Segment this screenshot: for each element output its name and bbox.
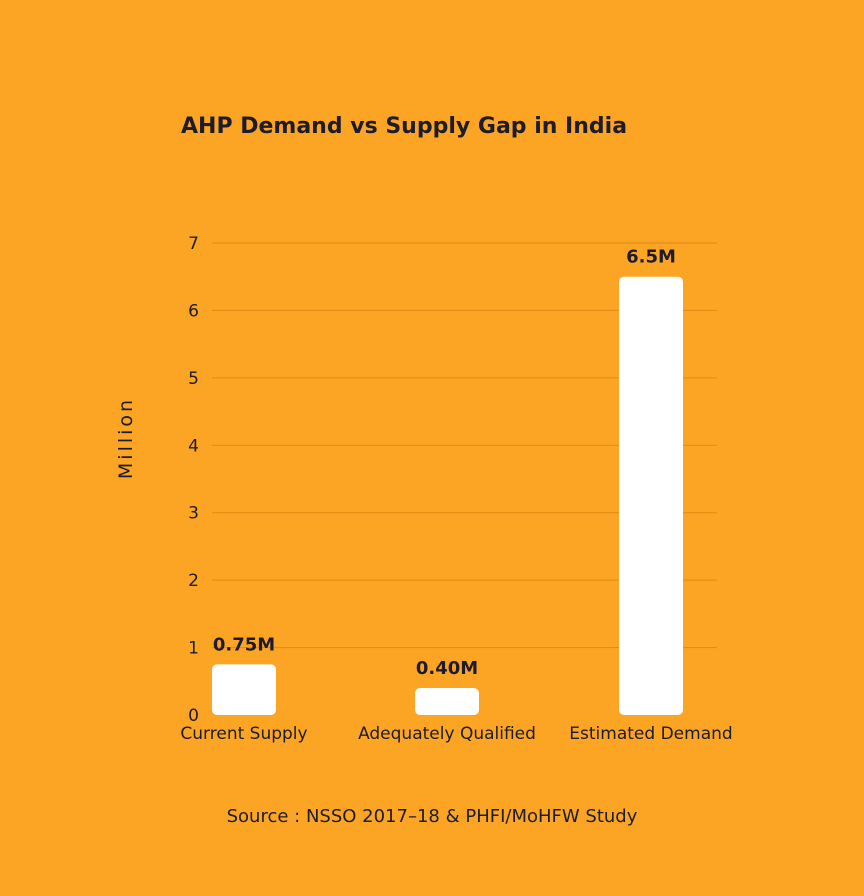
y-tick-label: 2 bbox=[188, 571, 199, 591]
y-tick-label: 1 bbox=[188, 639, 199, 659]
y-tick-label: 7 bbox=[188, 234, 199, 254]
x-category-label: Current Supply bbox=[180, 724, 307, 744]
y-tick-label: 3 bbox=[188, 504, 199, 524]
bar bbox=[212, 664, 276, 715]
data-label: 0.40M bbox=[416, 658, 478, 679]
bar bbox=[415, 688, 479, 715]
data-label: 6.5M bbox=[626, 247, 676, 268]
y-tick-label: 5 bbox=[188, 369, 199, 389]
x-category-label: Estimated Demand bbox=[569, 724, 732, 744]
data-label: 0.75M bbox=[213, 634, 275, 655]
y-tick-label: 4 bbox=[188, 436, 199, 456]
y-tick-label: 6 bbox=[188, 301, 199, 321]
y-tick-label: 0 bbox=[188, 706, 199, 726]
chart-title: AHP Demand vs Supply Gap in India bbox=[181, 114, 628, 139]
source-note: Source : NSSO 2017–18 & PHFI/MoHFW Study bbox=[226, 806, 638, 827]
x-category-label: Adequately Qualified bbox=[358, 724, 536, 744]
bar bbox=[619, 276, 683, 715]
